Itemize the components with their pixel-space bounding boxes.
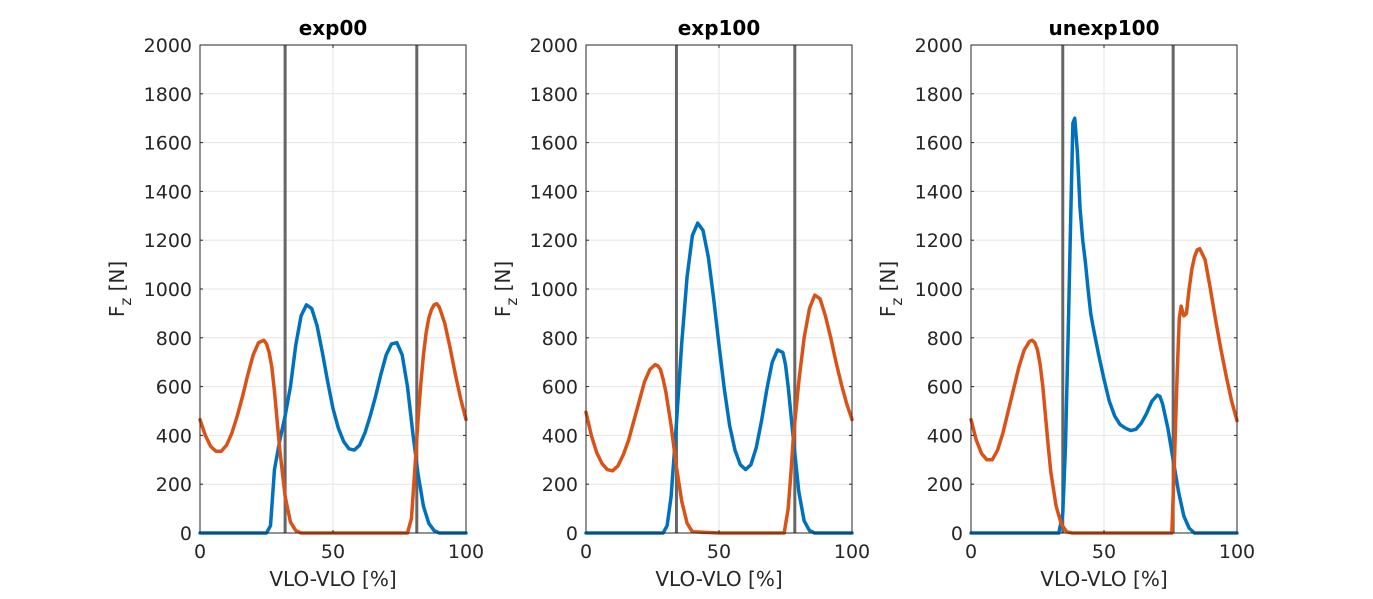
- y-tick-label: 1600: [144, 133, 192, 155]
- y-tick-label: 400: [542, 425, 578, 447]
- y-tick-label: 400: [156, 425, 192, 447]
- y-tick-label: 600: [927, 377, 963, 399]
- y-tick-label: 0: [951, 523, 963, 545]
- series: [198, 301, 468, 535]
- y-tick-label: 1600: [530, 133, 578, 155]
- x-tick-label: 0: [194, 541, 206, 563]
- x-axis-label: VLO-VLO [%]: [1040, 567, 1167, 591]
- y-axis-label-main: F: [876, 306, 900, 318]
- x-tick-label: 0: [965, 541, 977, 563]
- y-axis-label-sub: z: [503, 298, 521, 306]
- y-axis-label-main: F: [105, 306, 129, 318]
- tick-labels: 0 200 400 600 800 1000 1200 1400 1600 1800 2000 0 50…: [144, 35, 484, 563]
- y-tick-label: 1800: [530, 84, 578, 106]
- y-tick-label: 1200: [144, 230, 192, 252]
- y-tick-label: 600: [542, 377, 578, 399]
- y-tick-label: 1000: [915, 279, 963, 301]
- y-tick-label: 1000: [530, 279, 578, 301]
- x-tick-label: 100: [1219, 541, 1255, 563]
- series-line-2: [198, 301, 468, 535]
- x-tick-label: 50: [1092, 541, 1116, 563]
- x-tick-label: 0: [580, 541, 592, 563]
- y-tick-label: 2000: [915, 35, 963, 57]
- x-tick-label: 100: [448, 541, 484, 563]
- y-tick-label: 2000: [530, 35, 578, 57]
- panel-exp100: 0 200 400 600 800 1000 1200 1400 1600 1800 2000 0 50…: [491, 16, 870, 591]
- y-tick-label: 800: [542, 328, 578, 350]
- y-axis-label-sub: z: [888, 298, 906, 306]
- y-tick-label: 1400: [915, 181, 963, 203]
- y-tick-label: 1200: [915, 230, 963, 252]
- series-line-1: [584, 221, 854, 535]
- series-line-1: [969, 116, 1239, 535]
- y-axis-label-unit: [N]: [876, 261, 900, 298]
- x-tick-label: 50: [321, 541, 345, 563]
- y-axis-label-sub: z: [117, 298, 135, 306]
- series-line-1: [198, 303, 468, 535]
- panel-title: exp00: [299, 16, 368, 40]
- tick-labels: 0 200 400 600 800 1000 1200 1400 1600 1800 2000 0 50…: [530, 35, 870, 563]
- y-tick-label: 1400: [144, 181, 192, 203]
- y-axis-label-unit: [N]: [105, 261, 129, 298]
- y-tick-label: 1400: [530, 181, 578, 203]
- y-tick-label: 200: [156, 474, 192, 496]
- y-tick-label: 400: [927, 425, 963, 447]
- x-tick-label: 50: [707, 541, 731, 563]
- y-tick-label: 1800: [144, 84, 192, 106]
- y-tick-label: 600: [156, 377, 192, 399]
- y-tick-label: 1000: [144, 279, 192, 301]
- y-tick-label: 1600: [915, 133, 963, 155]
- panel-exp00: 0 200 400 600 800 1000 1200 1400 1600 1800 2000 0 50…: [105, 16, 484, 591]
- y-axis-label-main: F: [491, 306, 515, 318]
- series-line-2: [584, 293, 854, 535]
- x-axis-label: VLO-VLO [%]: [269, 567, 396, 591]
- tick-labels: 0 200 400 600 800 1000 1200 1400 1600 1800 2000 0 50…: [915, 35, 1255, 563]
- y-axis-label: Fz [N]: [491, 261, 521, 317]
- x-tick-label: 100: [834, 541, 870, 563]
- y-axis-label-unit: [N]: [491, 261, 515, 298]
- y-tick-label: 800: [156, 328, 192, 350]
- y-tick-label: 200: [927, 474, 963, 496]
- y-tick-label: 800: [927, 328, 963, 350]
- panel-title: unexp100: [1048, 16, 1159, 40]
- y-tick-label: 1200: [530, 230, 578, 252]
- series: [584, 221, 854, 535]
- y-tick-label: 0: [566, 523, 578, 545]
- y-tick-label: 200: [542, 474, 578, 496]
- y-axis-label: Fz [N]: [876, 261, 906, 317]
- panel-title: exp100: [678, 16, 761, 40]
- y-axis-label: Fz [N]: [105, 261, 135, 317]
- panel-unexp100: 0 200 400 600 800 1000 1200 1400 1600 1800 2000 0 50…: [876, 16, 1255, 591]
- y-tick-label: 1800: [915, 84, 963, 106]
- y-tick-label: 2000: [144, 35, 192, 57]
- y-tick-label: 0: [180, 523, 192, 545]
- x-axis-label: VLO-VLO [%]: [655, 567, 782, 591]
